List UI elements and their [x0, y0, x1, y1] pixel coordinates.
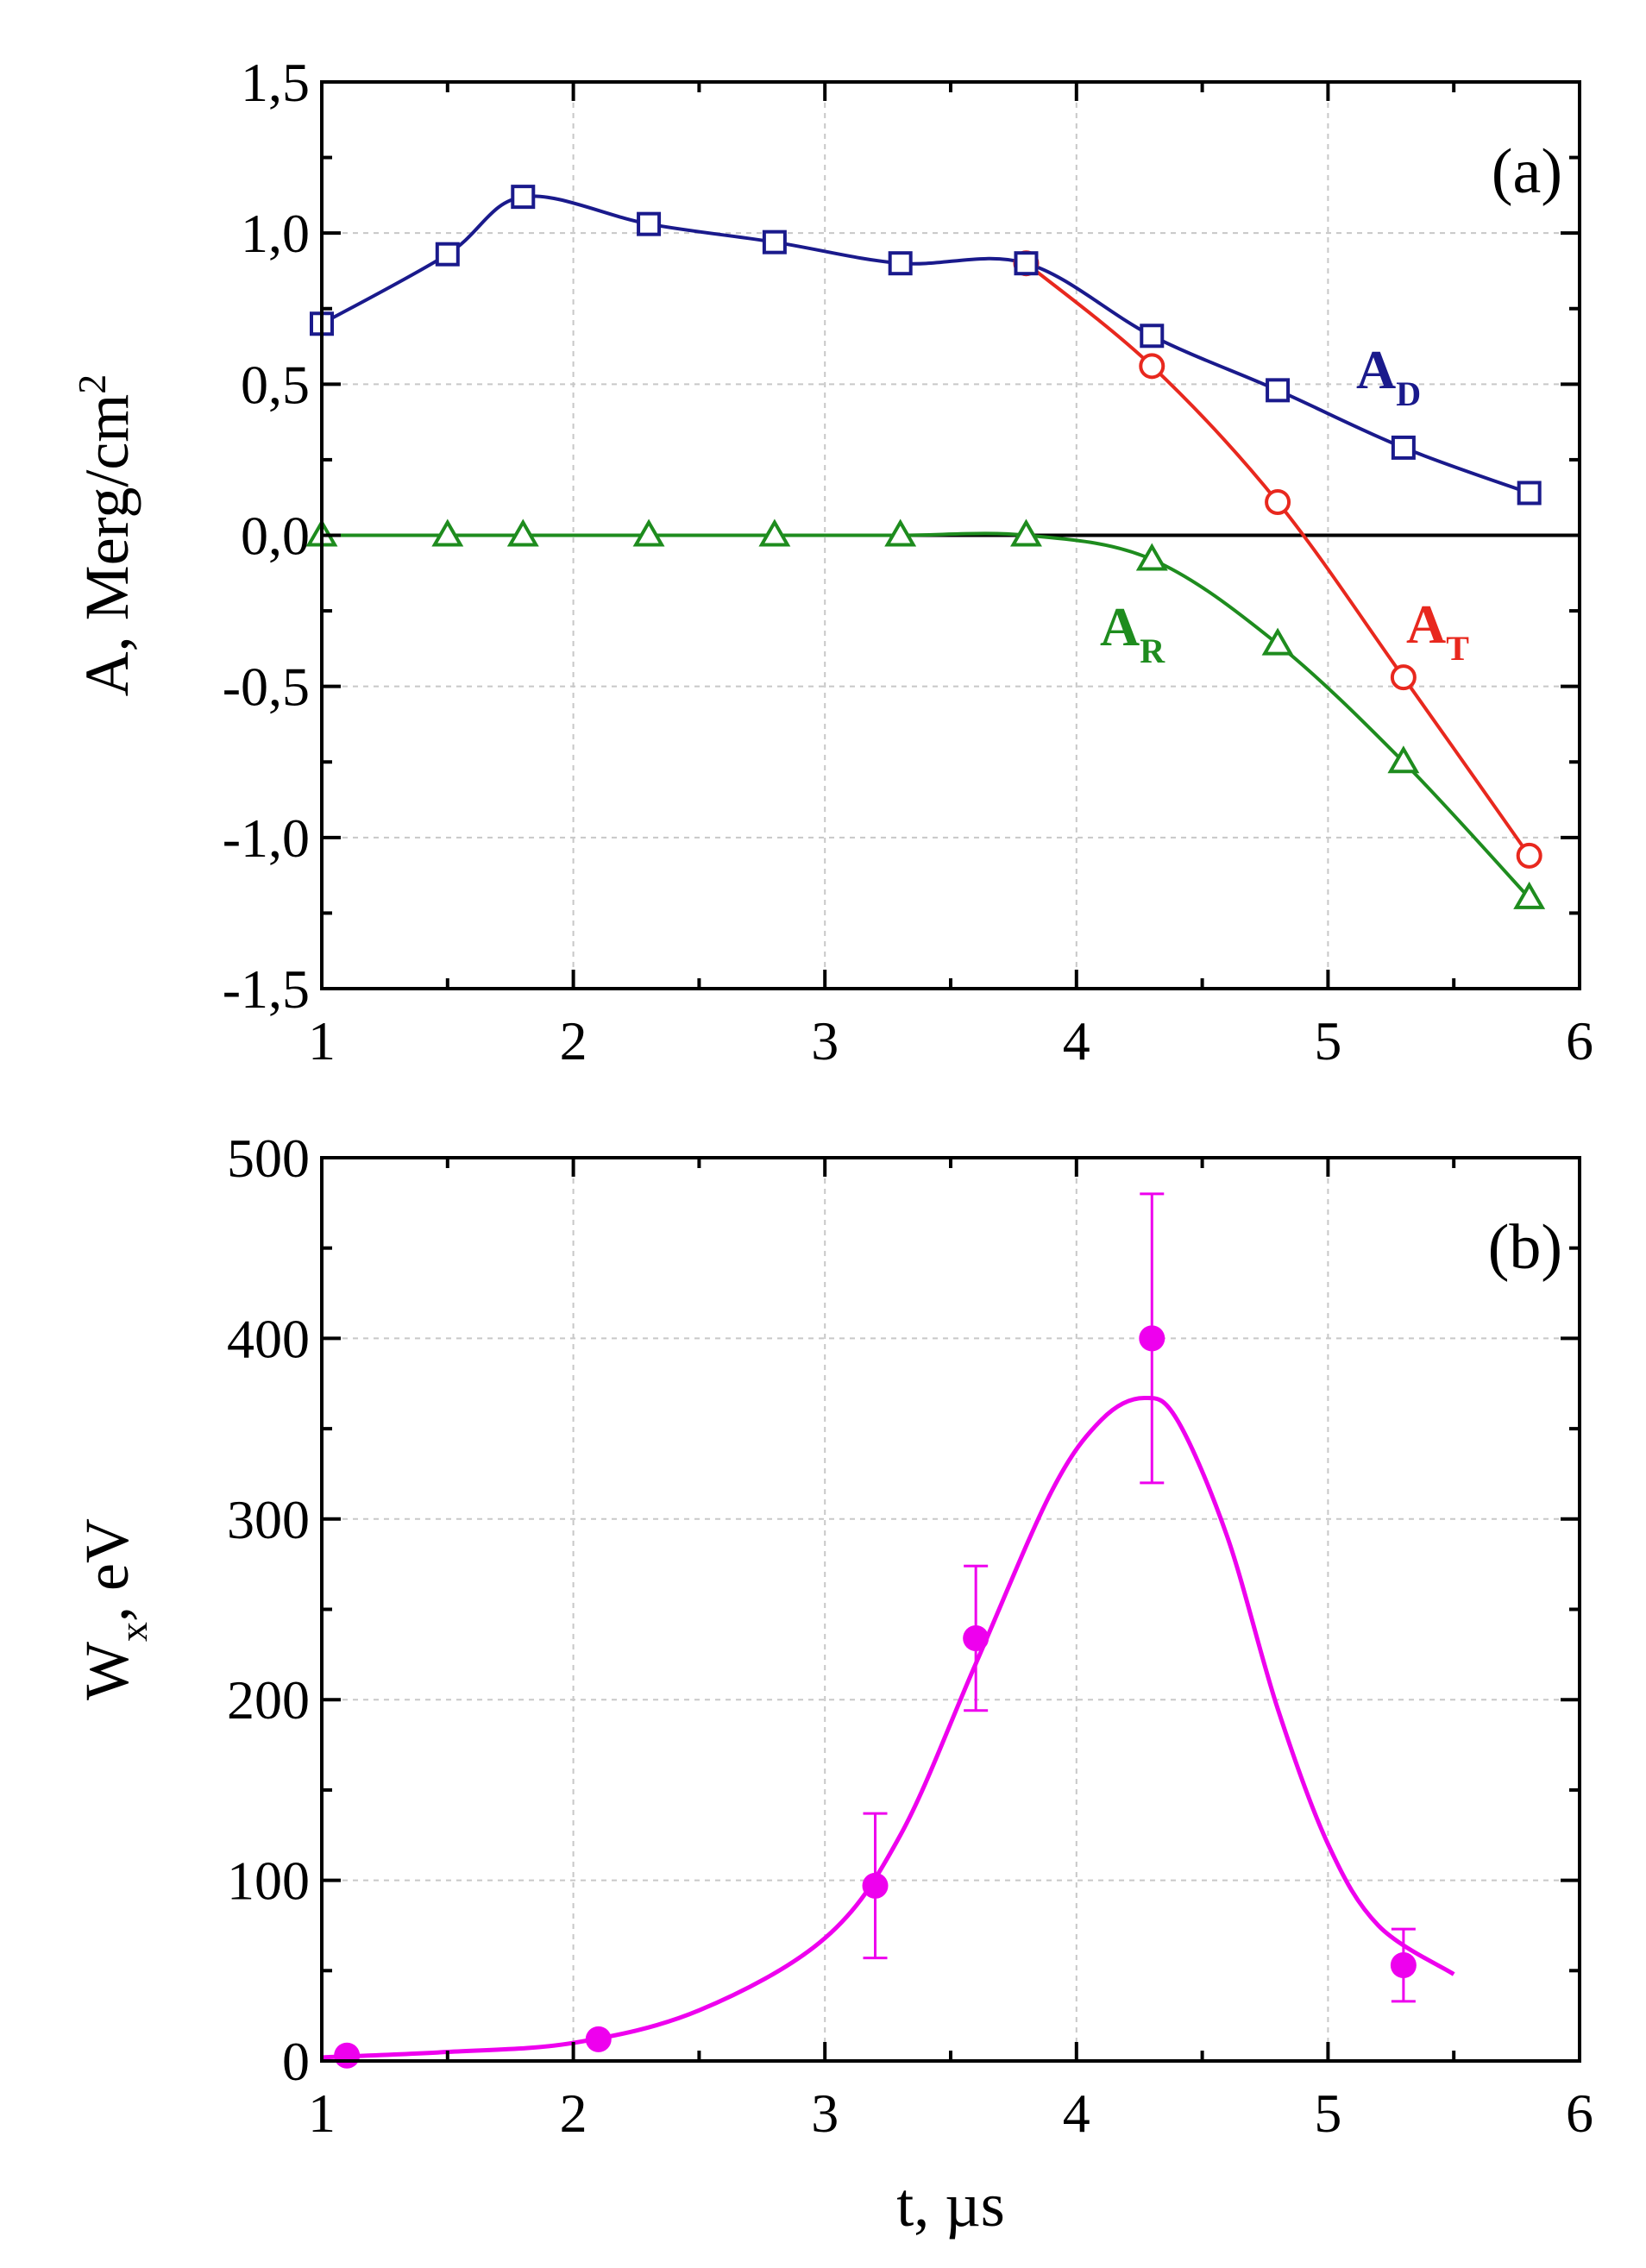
y-tick-label: -1,0 [223, 807, 310, 869]
x-tick-label: 5 [1314, 1010, 1341, 1071]
triangle-marker [1387, 745, 1420, 774]
panel-b-y-axis-title-sub: x [111, 1622, 155, 1642]
square-marker [1014, 251, 1039, 276]
panel-a-ticks [320, 80, 1581, 990]
x-tick-label: 2 [560, 1010, 587, 1071]
x-tick-label: 6 [1566, 1010, 1593, 1071]
triangle-marker [1261, 627, 1294, 656]
series-label-main: A [1100, 596, 1140, 657]
square-marker [435, 242, 460, 267]
y-tick-label: 1,5 [241, 52, 310, 113]
square-marker [511, 185, 536, 210]
triangle-marker [1513, 881, 1546, 909]
square-marker [762, 229, 787, 254]
x-tick-label: 1 [308, 2083, 336, 2144]
y-tick-label: 300 [227, 1489, 310, 1550]
triangle-marker [758, 518, 791, 547]
circle-marker [1390, 664, 1417, 691]
x-tick-label: 2 [560, 2083, 587, 2144]
triangle-marker [431, 518, 464, 547]
series-label-sub: T [1446, 629, 1469, 668]
panel-b-markers [334, 1325, 1417, 2069]
series-label-main: A [1356, 339, 1396, 400]
series-line-T [1025, 261, 1531, 858]
series-label-main: A [1406, 594, 1446, 655]
panel-a-chart: 1 2 3 4 5 6 -1,5 -1,0 -0,5 0,0 0,5 1,0 1,5 (a) A, Me… [70, 52, 1593, 1071]
panel-b-y-axis-title-main: W [72, 1642, 141, 1700]
y-tick-label: -1,5 [223, 958, 310, 1020]
series-label-sub: R [1140, 631, 1165, 670]
triangle-marker [1010, 518, 1042, 547]
circle-marker [1516, 842, 1542, 869]
filled-circle-marker [1390, 1952, 1417, 1979]
panel-b-tick-labels: 1 2 3 4 5 6 0 100 200 300 400 500 [227, 1128, 1593, 2144]
circle-marker [1265, 488, 1291, 515]
panel-b-y-axis-title-suffix: , eV [72, 1518, 141, 1622]
panel-a-y-axis-title-sup: 2 [70, 374, 114, 394]
filled-circle-marker [862, 1872, 889, 1899]
series-label-D: AD [1356, 339, 1421, 413]
filled-circle-marker [1139, 1325, 1165, 1352]
series-line-D [321, 194, 1530, 495]
triangle-marker [884, 518, 917, 547]
panel-b-chart: 1 2 3 4 5 6 0 100 200 300 400 500 (b) Wx, eV t, µs [72, 1128, 1593, 2240]
x-tick-label: 4 [1063, 1010, 1090, 1071]
y-tick-label: 1,0 [241, 203, 310, 264]
y-tick-label: 100 [227, 1850, 310, 1912]
panel-a-tag: (a) [1492, 136, 1562, 207]
x-tick-label: 3 [811, 2083, 839, 2144]
panel-a-tick-labels: 1 2 3 4 5 6 -1,5 -1,0 -0,5 0,0 0,5 1,0 1,5 [223, 52, 1593, 1071]
square-marker [637, 211, 662, 236]
panel-b-y-axis-title: Wx, eV [72, 1518, 155, 1700]
series-label-R: AR [1100, 596, 1165, 670]
filled-circle-marker [585, 2026, 612, 2052]
series-label-T: AT [1406, 594, 1469, 668]
panel-a-series-lines [321, 194, 1531, 900]
y-tick-label: 200 [227, 1669, 310, 1731]
panel-b-frame [320, 1156, 1581, 2063]
panel-a-y-axis-title-main: A, Merg/cm [72, 394, 141, 697]
square-marker [1140, 324, 1165, 349]
x-tick-label: 6 [1566, 2083, 1593, 2144]
square-marker [888, 251, 913, 276]
x-tick-label: 4 [1063, 2083, 1090, 2144]
y-tick-label: -0,5 [223, 657, 310, 718]
panel-b-grid [322, 1158, 1580, 2061]
panel-b-tag: (b) [1488, 1212, 1562, 1283]
x-tick-label: 5 [1314, 2083, 1341, 2144]
x-tick-label: 3 [811, 1010, 839, 1071]
y-tick-label: 400 [227, 1308, 310, 1369]
series-label-sub: D [1396, 374, 1421, 413]
square-marker [1266, 378, 1291, 403]
y-tick-label: 0,5 [241, 354, 310, 415]
panel-b-fit-curve [321, 1395, 1455, 2060]
series-line-R [321, 531, 1531, 900]
panel-b-ticks [320, 1156, 1581, 2063]
y-tick-label: 0 [282, 2031, 310, 2092]
panel-a-y-axis-title: A, Merg/cm2 [70, 374, 141, 697]
panel-a-markers [305, 185, 1546, 909]
y-tick-label: 0,0 [241, 506, 310, 567]
triangle-marker [1135, 543, 1168, 571]
triangle-marker [632, 518, 665, 547]
triangle-marker [506, 518, 539, 547]
square-marker [1391, 435, 1416, 460]
circle-marker [1139, 353, 1165, 380]
filled-circle-marker [334, 2042, 361, 2069]
square-marker [1517, 481, 1542, 506]
x-tick-label: 1 [308, 1010, 336, 1071]
panel-b-x-axis-title: t, µs [896, 2171, 1005, 2240]
y-tick-label: 500 [227, 1128, 310, 1189]
filled-circle-marker [963, 1625, 989, 1652]
